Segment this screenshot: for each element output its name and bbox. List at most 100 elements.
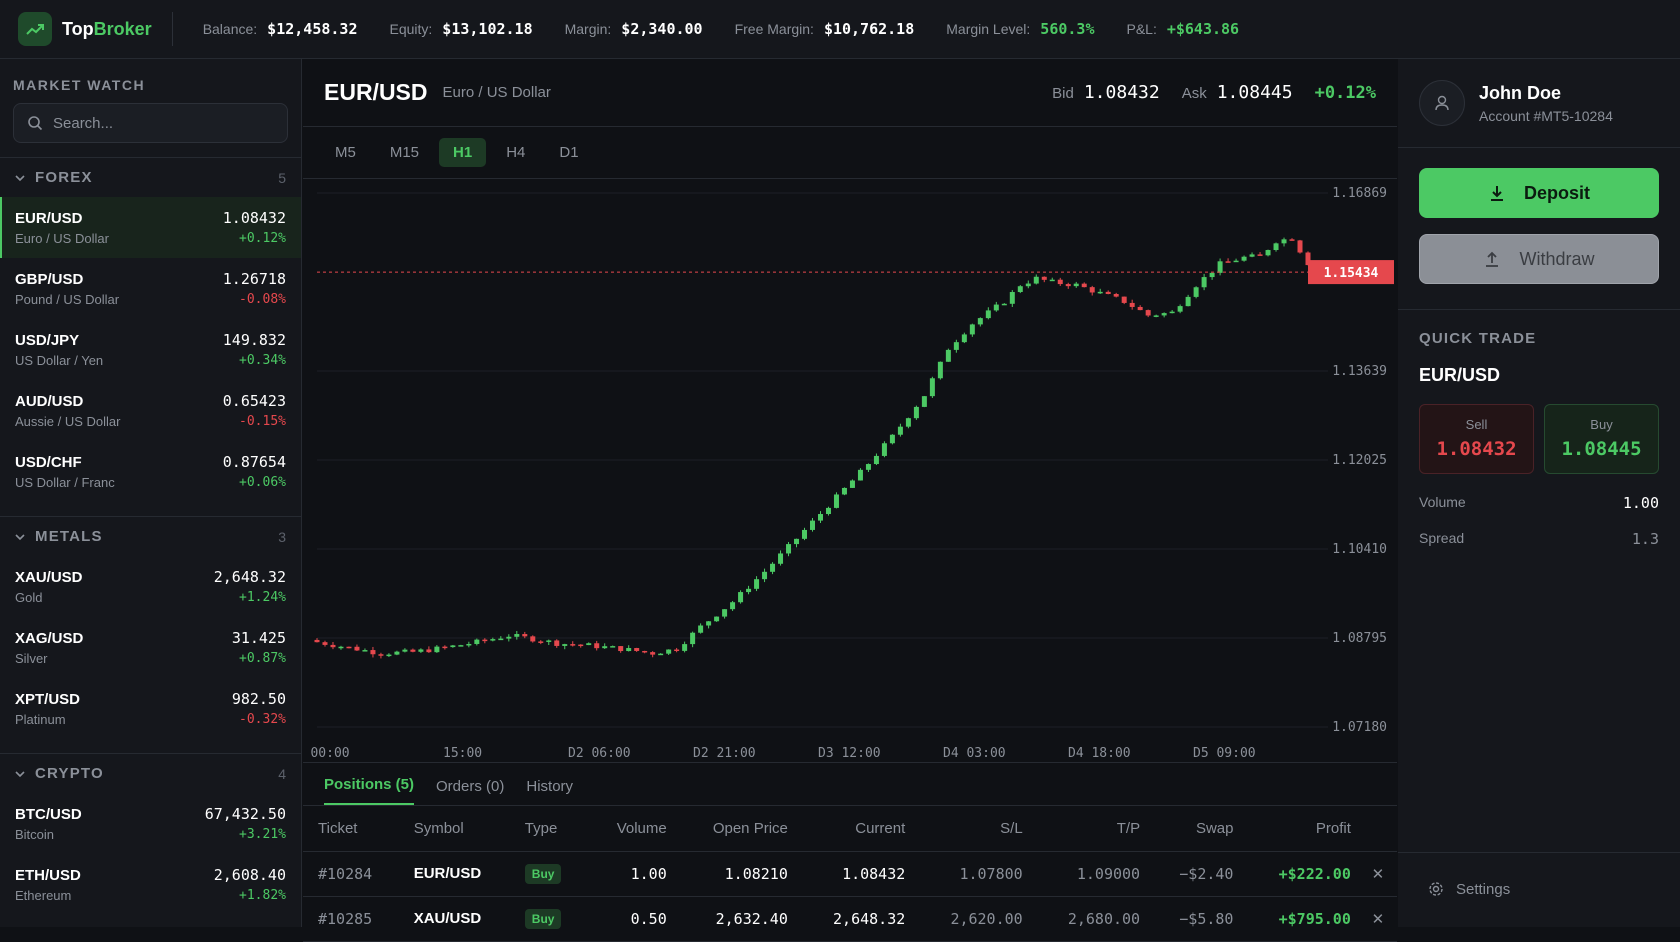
candle bbox=[714, 616, 720, 622]
symbol-price: 1.26718 bbox=[222, 270, 286, 288]
candle bbox=[817, 511, 823, 523]
candle bbox=[1089, 285, 1095, 296]
candle bbox=[857, 468, 863, 481]
column-header[interactable]: Volume bbox=[586, 806, 675, 852]
symbol-row[interactable]: USD/CHF US Dollar / Franc 0.87654 +0.06% bbox=[0, 441, 301, 502]
column-header[interactable]: Profit bbox=[1241, 806, 1359, 852]
symbol-row[interactable]: ETH/USD Ethereum 2,608.40 +1.82% bbox=[0, 854, 301, 915]
column-header[interactable]: Current bbox=[795, 806, 914, 852]
candle bbox=[506, 634, 512, 642]
group-header-forex[interactable]: FOREX 5 bbox=[0, 157, 301, 197]
search-input[interactable] bbox=[53, 114, 253, 132]
candle bbox=[921, 396, 927, 408]
column-header[interactable]: Ticket bbox=[303, 806, 406, 852]
timeframe-h1[interactable]: H1 bbox=[439, 138, 487, 167]
group-count: 3 bbox=[278, 528, 286, 545]
symbol-row[interactable]: GBP/USD Pound / US Dollar 1.26718 -0.08% bbox=[0, 258, 301, 319]
ticket-cell: #10285 bbox=[303, 896, 406, 942]
swap-cell: −$5.80 bbox=[1148, 896, 1242, 942]
user-icon bbox=[1435, 95, 1449, 111]
logo[interactable]: TopBroker bbox=[0, 0, 152, 58]
candle bbox=[378, 652, 384, 659]
close-position-button[interactable]: ✕ bbox=[1358, 896, 1397, 942]
timeframe-m5[interactable]: M5 bbox=[335, 144, 356, 161]
column-header[interactable]: Swap bbox=[1148, 806, 1242, 852]
candle bbox=[458, 644, 464, 647]
withdraw-button[interactable]: Withdraw bbox=[1419, 234, 1659, 284]
column-header[interactable]: S/L bbox=[913, 806, 1031, 852]
price-chart[interactable]: 1.16869 1.13639 1.12025 1.10410 1.08795 1.071… bbox=[303, 179, 1397, 762]
candle bbox=[498, 636, 504, 641]
candle bbox=[330, 642, 336, 650]
candle bbox=[562, 643, 568, 650]
tab-positions[interactable]: Positions (5) bbox=[324, 776, 415, 805]
close-position-button[interactable]: ✕ bbox=[1358, 851, 1397, 897]
column-header[interactable]: Open Price bbox=[674, 806, 796, 852]
candle bbox=[618, 646, 624, 653]
symbol-price: 67,432.50 bbox=[204, 805, 286, 823]
buy-button[interactable]: Buy 1.08445 bbox=[1544, 404, 1659, 474]
candle bbox=[434, 645, 440, 653]
symbol-row[interactable]: XAG/USD Silver 31.425 +0.87% bbox=[0, 617, 301, 678]
candle bbox=[937, 361, 943, 380]
symbol-cell: XAU/USD bbox=[405, 896, 517, 942]
symbol-row[interactable]: XPT/USD Platinum 982.50 -0.32% bbox=[0, 678, 301, 739]
volume-cell: 1.00 bbox=[586, 851, 675, 897]
candle bbox=[658, 653, 664, 656]
current-price-label: 1.15434 bbox=[1324, 266, 1379, 281]
symbol-name: XAU/USD bbox=[15, 568, 83, 586]
user-card[interactable]: John Doe Account #MT5-10284 bbox=[1398, 59, 1680, 148]
candle bbox=[514, 630, 520, 640]
candle bbox=[346, 646, 352, 649]
candle bbox=[849, 479, 855, 489]
candle bbox=[442, 645, 448, 650]
symbol-row[interactable]: XAU/USD Gold 2,648.32 +1.24% bbox=[0, 556, 301, 617]
account-stat: Margin Level: 560.3% bbox=[946, 20, 1094, 38]
symbol-desc: US Dollar / Franc bbox=[15, 474, 115, 490]
candle bbox=[1049, 277, 1055, 282]
open-price-cell: 1.08210 bbox=[674, 851, 796, 897]
volume-value[interactable]: 1.00 bbox=[1622, 494, 1659, 512]
table-row[interactable]: #10285 XAU/USD Buy 0.50 2,632.40 2,648.32 2,62… bbox=[303, 896, 1397, 942]
ticket-cell: #10284 bbox=[303, 851, 406, 897]
group-header-metals[interactable]: METALS 3 bbox=[0, 516, 301, 556]
y-tick-label: 1.16869 bbox=[1332, 186, 1387, 201]
group-header-crypto[interactable]: CRYPTO 4 bbox=[0, 753, 301, 793]
candle bbox=[730, 600, 736, 611]
candle bbox=[794, 538, 800, 548]
symbol-row[interactable]: BTC/USD Bitcoin 67,432.50 +3.21% bbox=[0, 793, 301, 854]
table-row[interactable]: #10284 EUR/USD Buy 1.00 1.08210 1.08432 1.0780… bbox=[303, 851, 1397, 897]
symbol-name: XPT/USD bbox=[15, 690, 81, 708]
candle bbox=[626, 645, 632, 652]
search-box[interactable] bbox=[13, 103, 288, 143]
account-panel: John Doe Account #MT5-10284 Deposit With… bbox=[1398, 59, 1680, 927]
stat-value: $2,340.00 bbox=[621, 20, 703, 38]
timeframe-m15[interactable]: M15 bbox=[389, 144, 420, 161]
symbol-row[interactable]: USD/JPY US Dollar / Yen 149.832 +0.34% bbox=[0, 319, 301, 380]
volume-row[interactable]: Volume 1.00 bbox=[1398, 494, 1680, 512]
chevron-down-icon bbox=[15, 770, 25, 777]
symbol-row[interactable]: SOL/USD148.32 bbox=[0, 915, 301, 927]
settings-button[interactable]: Settings bbox=[1398, 852, 1680, 927]
tab-orders[interactable]: Orders (0) bbox=[436, 778, 505, 795]
symbol-row[interactable]: AUD/USD Aussie / US Dollar 0.65423 -0.15% bbox=[0, 380, 301, 441]
type-badge: Buy bbox=[524, 863, 562, 884]
symbol-desc: Euro / US Dollar bbox=[15, 230, 109, 246]
candle bbox=[450, 644, 456, 648]
candle bbox=[841, 487, 847, 496]
deposit-button[interactable]: Deposit bbox=[1419, 168, 1659, 218]
timeframe-d1[interactable]: D1 bbox=[559, 144, 579, 161]
column-header[interactable]: Type bbox=[516, 806, 587, 852]
y-tick-label: 1.08795 bbox=[1332, 631, 1387, 646]
column-header[interactable]: T/P bbox=[1030, 806, 1149, 852]
candlestick-chart[interactable]: 1.16869 1.13639 1.12025 1.10410 1.08795 1.071… bbox=[303, 179, 1397, 762]
symbol-row[interactable]: EUR/USD Euro / US Dollar 1.08432 +0.12% bbox=[0, 197, 301, 258]
tab-history[interactable]: History bbox=[526, 778, 574, 795]
candle bbox=[977, 317, 983, 327]
column-header[interactable]: Symbol bbox=[405, 806, 517, 852]
symbol-groups: FOREX 5 EUR/USD Euro / US Dollar 1.08432 +0.1… bbox=[0, 157, 301, 927]
sell-button[interactable]: Sell 1.08432 bbox=[1419, 404, 1534, 474]
candle bbox=[778, 550, 784, 566]
candle bbox=[1009, 290, 1015, 307]
timeframe-h4[interactable]: H4 bbox=[506, 144, 526, 161]
